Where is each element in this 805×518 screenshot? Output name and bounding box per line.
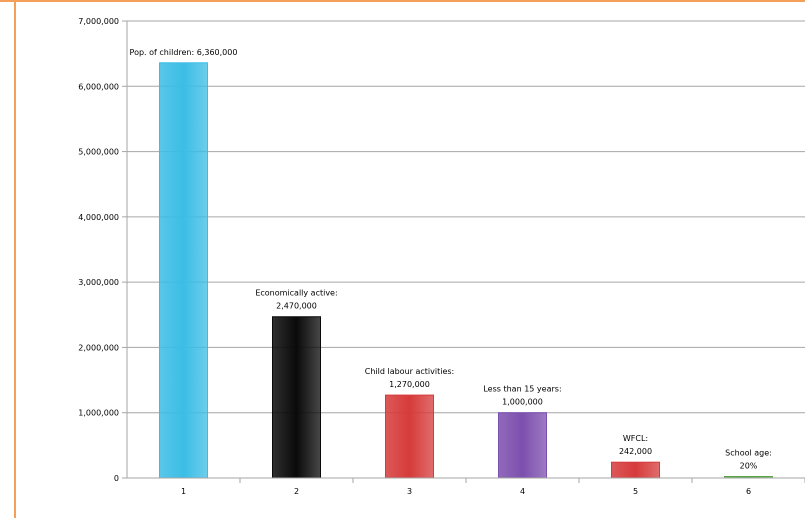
data-label: 2,470,000: [276, 302, 317, 311]
x-tick-label: 2: [294, 487, 299, 496]
x-tick-label: 5: [633, 487, 638, 496]
data-label: WFCL:: [623, 434, 648, 443]
x-tick-label: 1: [181, 487, 186, 496]
data-labels: Pop. of children: 6,360,000 Economically …: [130, 48, 772, 471]
gridlines: [127, 20, 805, 414]
x-tick-label: 3: [407, 487, 412, 496]
data-label: 1,000,000: [502, 398, 543, 407]
data-label: Less than 15 years:: [483, 385, 561, 394]
data-label: 20%: [740, 462, 758, 471]
y-tick-label: 2,000,000: [78, 343, 119, 352]
data-label: School age:: [725, 449, 772, 458]
y-tick-label: 5,000,000: [78, 148, 119, 157]
data-label: Economically active:: [255, 289, 337, 298]
data-label: 1,270,000: [389, 380, 430, 389]
bar-1: [159, 62, 208, 479]
bars: [159, 62, 773, 479]
y-tick-label: 4,000,000: [78, 213, 119, 222]
data-label: Child labour activities:: [365, 367, 454, 376]
y-tick-label: 1,000,000: [78, 409, 119, 418]
x-axis-ticks: 1 2 3 4 5 6: [181, 478, 805, 496]
y-tick-label: 6,000,000: [78, 82, 119, 91]
x-tick-label: 4: [520, 487, 525, 496]
y-tick-label: 0: [114, 474, 119, 483]
bar-4: [498, 412, 547, 479]
bar-5: [611, 461, 660, 479]
x-tick-label: 6: [746, 487, 751, 496]
data-label: Pop. of children: 6,360,000: [130, 48, 238, 57]
bar-2: [272, 316, 321, 479]
y-axis-ticks: 0 1,000,000 2,000,000 3,000,000 4,000,000 5,0…: [78, 17, 127, 483]
y-tick-label: 3,000,000: [78, 278, 119, 287]
y-tick-label: 7,000,000: [78, 17, 119, 26]
bar-3: [385, 394, 434, 479]
data-label: 242,000: [619, 447, 652, 456]
